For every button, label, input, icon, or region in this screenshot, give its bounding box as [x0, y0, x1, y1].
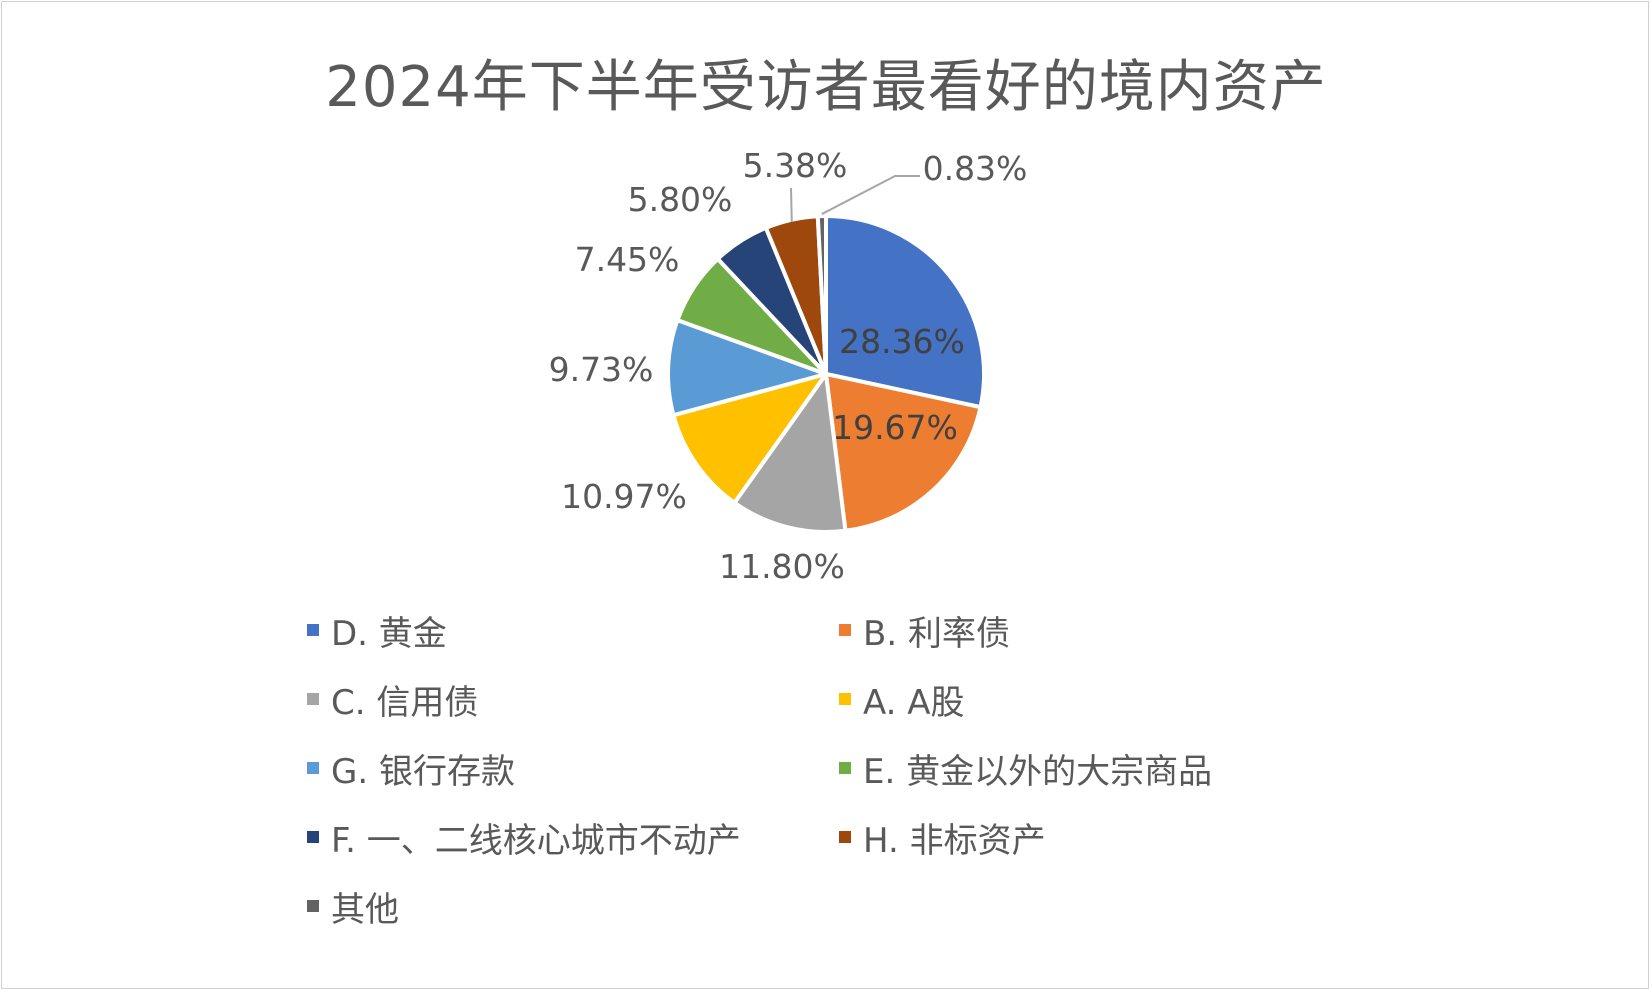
- data-label-2: 11.80%: [719, 547, 845, 586]
- pie-slice-0: [824, 214, 986, 410]
- legend-swatch-4: [307, 762, 319, 774]
- legend-label-1: B. 利率债: [863, 613, 1010, 654]
- data-label-7: 5.38%: [743, 146, 848, 185]
- pie-slice-8: [815, 214, 828, 376]
- legend-label-6: F. 一、二线核心城市不动产: [331, 820, 741, 861]
- chart-title: 2024年下半年受访者最看好的境内资产: [325, 55, 1327, 120]
- legend-label-2: C. 信用债: [331, 682, 479, 723]
- legend-label-7: H. 非标资产: [863, 820, 1046, 861]
- leader-line-7: [790, 187, 793, 222]
- legend-swatch-6: [307, 831, 319, 843]
- legend-item-5: E. 黄金以外的大宗商品: [839, 746, 1213, 792]
- legend-swatch-5: [839, 762, 851, 774]
- legend-item-2: C. 信用债: [307, 677, 479, 723]
- legend-swatch-7: [839, 831, 851, 843]
- data-label-6: 5.80%: [628, 180, 733, 219]
- legend-item-6: F. 一、二线核心城市不动产: [307, 815, 741, 861]
- pie-slice-4: [666, 318, 828, 418]
- legend-swatch-1: [839, 624, 851, 636]
- legend-label-5: E. 黄金以外的大宗商品: [863, 751, 1213, 792]
- legend-label-0: D. 黄金: [331, 613, 447, 654]
- data-label-3: 10.97%: [561, 477, 687, 516]
- legend-item-7: H. 非标资产: [839, 815, 1046, 861]
- legend-item-3: A. A股: [839, 677, 965, 723]
- legend-swatch-2: [307, 693, 319, 705]
- legend-swatch-8: [307, 900, 319, 912]
- leader-line-8: [821, 175, 920, 215]
- data-label-0: 28.36%: [839, 322, 965, 361]
- legend-item-1: B. 利率债: [839, 608, 1010, 654]
- legend-swatch-0: [307, 624, 319, 636]
- pie-slice-2: [732, 372, 848, 534]
- legend-item-8: 其他: [307, 884, 399, 930]
- legend-item-0: D. 黄金: [307, 608, 447, 654]
- legend-item-4: G. 银行存款: [307, 746, 515, 792]
- legend-swatch-3: [839, 693, 851, 705]
- legend-label-3: A. A股: [863, 682, 965, 723]
- data-label-1: 19.67%: [832, 408, 958, 447]
- data-label-5: 7.45%: [575, 240, 680, 279]
- legend-label-4: G. 银行存款: [331, 751, 515, 792]
- data-label-4: 9.73%: [549, 350, 654, 389]
- legend-label-8: 其他: [331, 889, 399, 930]
- data-label-8: 0.83%: [923, 149, 1028, 188]
- pie-slice-1: [824, 372, 983, 533]
